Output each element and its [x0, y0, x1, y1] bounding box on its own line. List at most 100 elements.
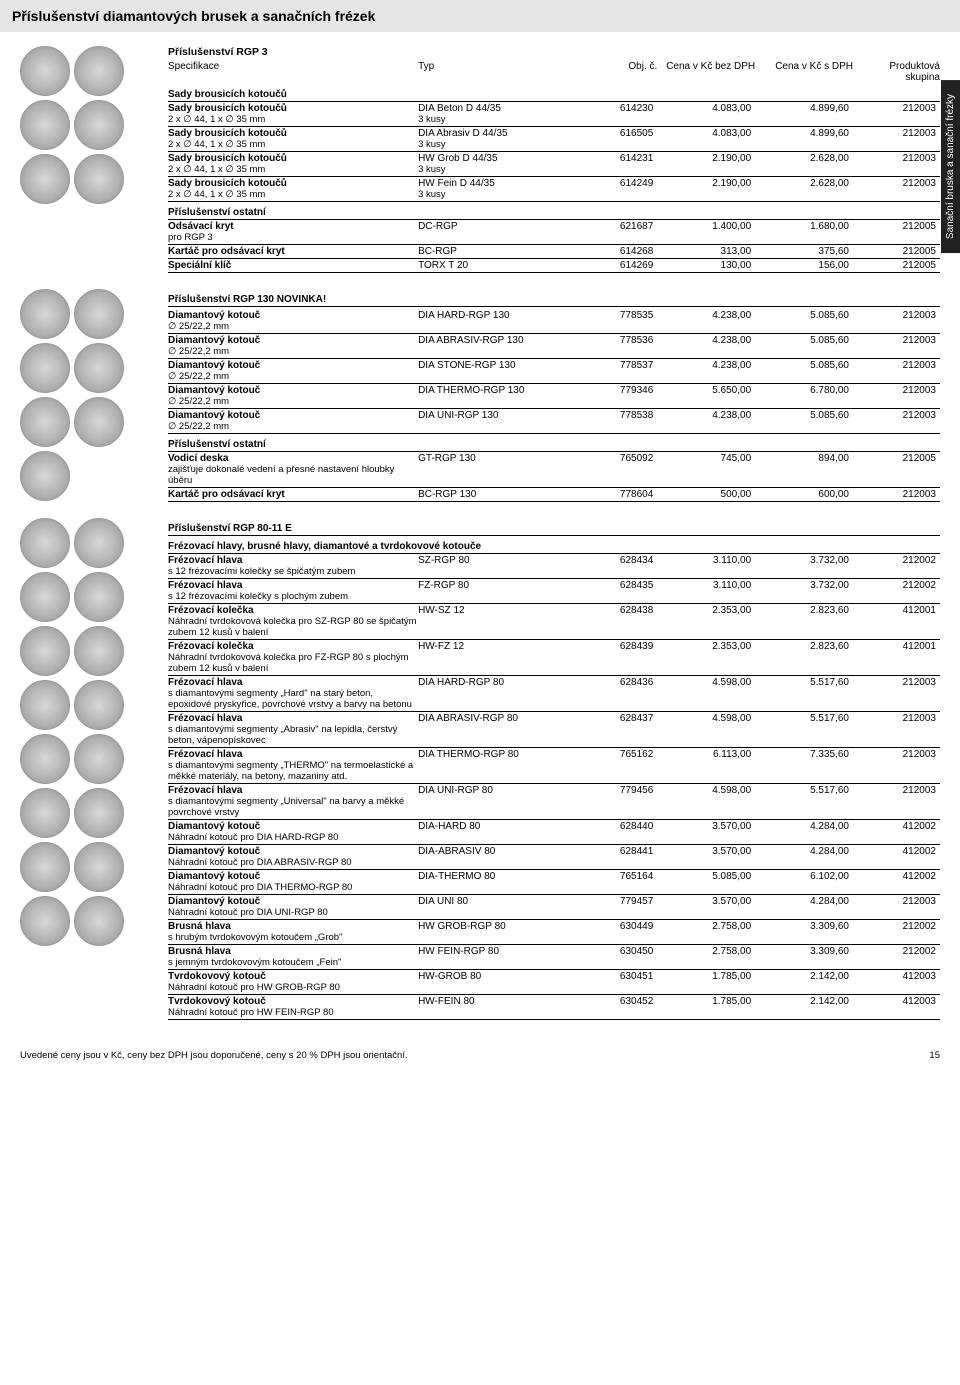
col-price-ex: Cena v Kč bez DPH — [657, 61, 755, 83]
cell-group: 212003 — [853, 153, 940, 175]
cell-spec: Kartáč pro odsávací kryt — [168, 246, 418, 257]
product-thumb — [20, 289, 70, 339]
cell-spec: Odsávací krytpro RGP 3 — [168, 221, 418, 243]
cell-obj: 779457 — [570, 896, 657, 918]
table-row: Diamantový kotoučNáhradní kotouč pro DIA… — [168, 870, 940, 895]
cell-obj: 614269 — [570, 260, 657, 271]
cell-obj: 628437 — [570, 713, 657, 746]
section-title: Příslušenství RGP 130 NOVINKA! — [168, 293, 940, 307]
page-number: 15 — [929, 1050, 940, 1061]
cell-spec: Diamantový kotoučNáhradní kotouč pro DIA… — [168, 846, 418, 868]
cell-price-ex: 2.190,00 — [657, 178, 755, 200]
cell-price-ex: 2.190,00 — [657, 153, 755, 175]
cell-type: HW Fein D 44/353 kusy — [418, 178, 570, 200]
cell-spec: Sady brousicích kotoučů2 x ∅ 44, 1 x ∅ 3… — [168, 178, 418, 200]
cell-price-inc: 3.732,00 — [755, 580, 853, 602]
cell-price-ex: 5.085,00 — [657, 871, 755, 893]
cell-price-ex: 4.598,00 — [657, 677, 755, 710]
cell-spec: Diamantový kotouč∅ 25/22,2 mm — [168, 360, 418, 382]
cell-desc: Náhradní kotouč pro HW GROB-RGP 80 — [168, 982, 418, 993]
cell-desc: 2 x ∅ 44, 1 x ∅ 35 mm — [168, 114, 418, 125]
table-row: Diamantový kotoučNáhradní kotouč pro DIA… — [168, 820, 940, 845]
cell-desc: 2 x ∅ 44, 1 x ∅ 35 mm — [168, 164, 418, 175]
cell-group: 212003 — [853, 103, 940, 125]
cell-spec: Frézovací hlavas 12 frézovacími kolečky … — [168, 580, 418, 602]
section-rgp80: Příslušenství RGP 80-11 E Frézovací hlav… — [20, 518, 940, 1020]
cell-price-ex: 4.238,00 — [657, 335, 755, 357]
cell-price-ex: 1.785,00 — [657, 971, 755, 993]
cell-price-inc: 2.142,00 — [755, 971, 853, 993]
cell-group: 212003 — [853, 713, 940, 746]
cell-price-ex: 4.238,00 — [657, 410, 755, 432]
cell-spec: Frézovací hlavas 12 frézovacími kolečky … — [168, 555, 418, 577]
cell-spec: Speciální klíč — [168, 260, 418, 271]
cell-obj: 778537 — [570, 360, 657, 382]
product-thumb — [74, 518, 124, 568]
cell-group: 212003 — [853, 178, 940, 200]
table-row: Tvrdokovový kotoučNáhradní kotouč pro HW… — [168, 970, 940, 995]
cell-price-inc: 2.823,60 — [755, 641, 853, 674]
cell-obj: 778604 — [570, 489, 657, 500]
cell-price-inc: 7.335,60 — [755, 749, 853, 782]
table-row: Odsávací krytpro RGP 3DC-RGP6216871.400,… — [168, 220, 940, 245]
cell-desc: s jemným tvrdokovovým kotoučem „Fein" — [168, 957, 418, 968]
cell-obj: 778538 — [570, 410, 657, 432]
cell-obj: 614230 — [570, 103, 657, 125]
cell-price-inc: 4.284,00 — [755, 821, 853, 843]
cell-desc: Náhradní kotouč pro HW FEIN-RGP 80 — [168, 1007, 418, 1018]
cell-obj: 630451 — [570, 971, 657, 993]
cell-price-inc: 4.899,60 — [755, 128, 853, 150]
cell-obj: 628438 — [570, 605, 657, 638]
cell-obj: 628439 — [570, 641, 657, 674]
product-thumb — [74, 896, 124, 946]
cell-type2: 3 kusy — [418, 189, 570, 200]
cell-price-ex: 4.598,00 — [657, 785, 755, 818]
cell-price-inc: 5.085,60 — [755, 335, 853, 357]
subheading: Příslušenství ostatní — [168, 438, 940, 452]
cell-desc: s diamantovými segmenty „Abrasiv" na lep… — [168, 724, 418, 746]
cell-group: 212002 — [853, 946, 940, 968]
cell-price-inc: 2.823,60 — [755, 605, 853, 638]
cell-price-inc: 5.085,60 — [755, 410, 853, 432]
cell-price-ex: 4.238,00 — [657, 310, 755, 332]
cell-type: DIA STONE-RGP 130 — [418, 360, 570, 382]
cell-desc: Náhradní tvrdokovová kolečka pro SZ-RGP … — [168, 616, 418, 638]
cell-type: FZ-RGP 80 — [418, 580, 570, 602]
cell-group: 212005 — [853, 260, 940, 271]
table-row: Vodicí deskazajišťuje dokonalé vedení a … — [168, 452, 940, 488]
cell-type: DIA HARD-RGP 80 — [418, 677, 570, 710]
cell-spec: Diamantový kotouč∅ 25/22,2 mm — [168, 385, 418, 407]
section-rgp130: Příslušenství RGP 130 NOVINKA! Diamantov… — [20, 289, 940, 502]
cell-price-inc: 600,00 — [755, 489, 853, 500]
product-thumb — [20, 100, 70, 150]
cell-desc: ∅ 25/22,2 mm — [168, 396, 418, 407]
cell-spec: Frézovací kolečkaNáhradní tvrdokovová ko… — [168, 605, 418, 638]
cell-price-ex: 4.083,00 — [657, 103, 755, 125]
table-row: Kartáč pro odsávací krytBC-RGP614268313,… — [168, 245, 940, 259]
cell-obj: 630449 — [570, 921, 657, 943]
section-rgp3: Příslušenství RGP 3 Specifikace Typ Obj.… — [20, 46, 940, 273]
cell-price-inc: 894,00 — [755, 453, 853, 486]
table-row: Diamantový kotouč∅ 25/22,2 mmDIA HARD-RG… — [168, 309, 940, 334]
cell-spec: Frézovací hlavas diamantovými segmenty „… — [168, 785, 418, 818]
cell-group: 212003 — [853, 310, 940, 332]
cell-obj: 614231 — [570, 153, 657, 175]
cell-spec: Sady brousicích kotoučů2 x ∅ 44, 1 x ∅ 3… — [168, 103, 418, 125]
cell-price-inc: 6.102,00 — [755, 871, 853, 893]
cell-price-inc: 5.517,60 — [755, 677, 853, 710]
table-row: Frézovací hlavas 12 frézovacími kolečky … — [168, 579, 940, 604]
cell-type2: 3 kusy — [418, 139, 570, 150]
cell-price-inc: 3.309,60 — [755, 921, 853, 943]
cell-type2: 3 kusy — [418, 164, 570, 175]
cell-price-inc: 156,00 — [755, 260, 853, 271]
cell-price-ex: 3.570,00 — [657, 821, 755, 843]
cell-price-ex: 4.083,00 — [657, 128, 755, 150]
cell-price-ex: 3.570,00 — [657, 896, 755, 918]
cell-obj: 621687 — [570, 221, 657, 243]
product-thumb — [20, 518, 70, 568]
cell-type: HW-FEIN 80 — [418, 996, 570, 1018]
page-title: Příslušenství diamantových brusek a sana… — [0, 0, 960, 32]
cell-type2: 3 kusy — [418, 114, 570, 125]
col-group: Produktová skupina — [853, 61, 940, 83]
cell-spec: Tvrdokovový kotoučNáhradní kotouč pro HW… — [168, 996, 418, 1018]
